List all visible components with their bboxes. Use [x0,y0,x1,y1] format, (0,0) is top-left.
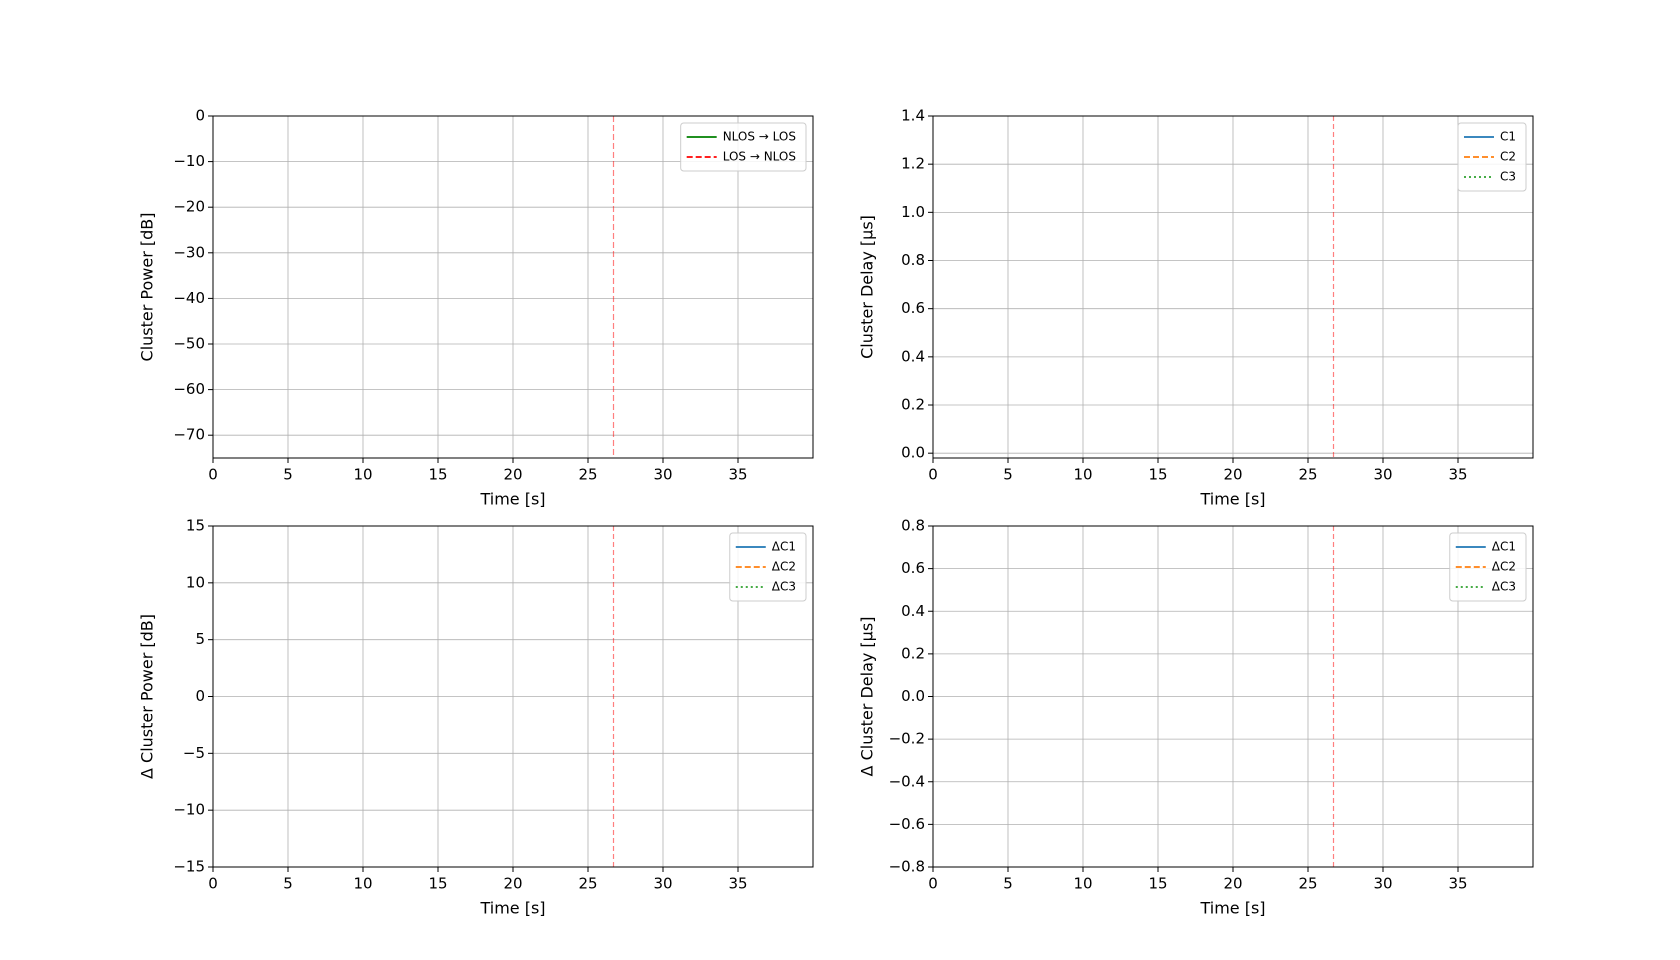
x-tick-label: 35 [1448,875,1467,893]
legend: C1 C2 C3 [1457,122,1527,192]
axes-frame [932,525,1534,868]
y-tick-label: 0.8 [901,517,925,535]
x-tick-label: 5 [1003,466,1013,484]
x-tick-label: 35 [728,466,747,484]
x-tick-label: 10 [353,466,372,484]
x-tick-label: 20 [1223,466,1242,484]
y-tick-label: 0.2 [901,396,925,414]
y-tick-label: −0.6 [889,815,925,833]
x-axis-label: Time [s] [1199,490,1265,509]
x-tick-label: 15 [1148,466,1167,484]
x-tick-label: 15 [428,875,447,893]
subplot: 0 5 10 15 20 25 30 35 0 −10 −20 −30 −40 −50 −60 −70 Time… [138,107,814,509]
axes-frame [212,525,814,868]
y-tick-label: 0.4 [901,602,925,620]
x-tick-label: 0 [928,466,938,484]
y-axis-label: Cluster Power [dB] [138,213,157,362]
y-tick-label: 0.6 [901,559,925,577]
x-tick-label: 35 [728,875,747,893]
y-axis-label: Δ Cluster Power [dB] [138,614,157,779]
x-tick-label: 20 [1223,875,1242,893]
legend: NLOS → LOS LOS → NLOS [680,122,807,172]
y-tick-label: −30 [173,243,205,261]
y-tick-label: 0.8 [901,251,925,269]
y-tick-label: 0.0 [901,444,925,462]
y-tick-label: 0 [195,687,205,705]
legend-label: C1 [1500,130,1516,144]
y-tick-label: −0.8 [889,858,925,876]
y-tick-label: −0.2 [889,730,925,748]
x-tick-label: 30 [653,875,672,893]
y-tick-label: 0.2 [901,644,925,662]
x-tick-label: 5 [283,875,293,893]
x-tick-label: 5 [283,466,293,484]
y-tick-label: 0.6 [901,299,925,317]
legend: ΔC1 ΔC2 ΔC3 [729,532,807,602]
legend-box [680,122,807,172]
y-tick-label: −10 [173,801,205,819]
legend: ΔC1 ΔC2 ΔC3 [1449,532,1527,602]
x-axis-label: Time [s] [1199,899,1265,918]
x-tick-label: 30 [1373,875,1392,893]
legend-label: ΔC2 [1492,560,1516,574]
x-tick-label: 0 [208,875,218,893]
x-axis-label: Time [s] [479,490,545,509]
axes-frame [932,115,1534,459]
y-tick-label: −10 [173,152,205,170]
x-tick-label: 10 [1073,466,1092,484]
y-tick-label: 15 [186,517,205,535]
y-tick-label: 10 [186,573,205,591]
x-tick-label: 0 [208,466,218,484]
legend-label: ΔC1 [772,540,796,554]
legend-label: NLOS → LOS [723,130,796,144]
y-axis-label: Δ Cluster Delay [µs] [858,617,877,777]
x-axis-label: Time [s] [479,899,545,918]
x-tick-label: 20 [503,466,522,484]
x-tick-label: 10 [353,875,372,893]
x-tick-label: 35 [1448,466,1467,484]
y-tick-label: 0.0 [901,687,925,705]
y-tick-label: −50 [173,335,205,353]
x-tick-label: 25 [1298,875,1317,893]
x-tick-label: 20 [503,875,522,893]
x-tick-label: 25 [578,466,597,484]
x-tick-label: 15 [428,466,447,484]
y-tick-label: 1.4 [901,107,925,125]
subplot: 0 5 10 15 20 25 30 35 −15 −10 −5 0 5 10 15 Time [s] Δ Cl… [138,517,814,918]
y-tick-label: −0.4 [889,772,925,790]
y-tick-label: 0.4 [901,347,925,365]
y-tick-label: 1.2 [901,155,925,173]
legend-label: ΔC3 [772,580,796,594]
y-tick-label: −60 [173,380,205,398]
legend-label: LOS → NLOS [723,150,796,164]
subplot: 0 5 10 15 20 25 30 35 −0.8 −0.6 −0.4 −0.2 0.0 0.2 0.4 0… [858,517,1534,918]
y-tick-label: 0 [195,107,205,125]
legend-label: ΔC1 [1492,540,1516,554]
y-tick-label: −5 [183,744,205,762]
legend-label: C3 [1500,170,1516,184]
x-tick-label: 15 [1148,875,1167,893]
x-tick-label: 25 [578,875,597,893]
x-tick-label: 30 [1373,466,1392,484]
subplot: 0 5 10 15 20 25 30 35 0.0 0.2 0.4 0.6 0.8 1.0 1.2 1.4 Ti… [858,107,1534,509]
legend-box [729,532,807,602]
y-tick-label: −15 [173,858,205,876]
y-tick-label: 1.0 [901,203,925,221]
x-tick-label: 5 [1003,875,1013,893]
y-tick-label: −70 [173,426,205,444]
legend-label: ΔC3 [1492,580,1516,594]
x-tick-label: 25 [1298,466,1317,484]
y-tick-label: −40 [173,289,205,307]
legend-label: C2 [1500,150,1516,164]
x-tick-label: 10 [1073,875,1092,893]
x-tick-label: 0 [928,875,938,893]
x-tick-label: 30 [653,466,672,484]
y-tick-label: −20 [173,198,205,216]
axes-frame [212,115,814,459]
legend-label: ΔC2 [772,560,796,574]
legend-box [1449,532,1527,602]
y-axis-label: Cluster Delay [µs] [858,215,877,359]
y-tick-label: 5 [195,630,205,648]
